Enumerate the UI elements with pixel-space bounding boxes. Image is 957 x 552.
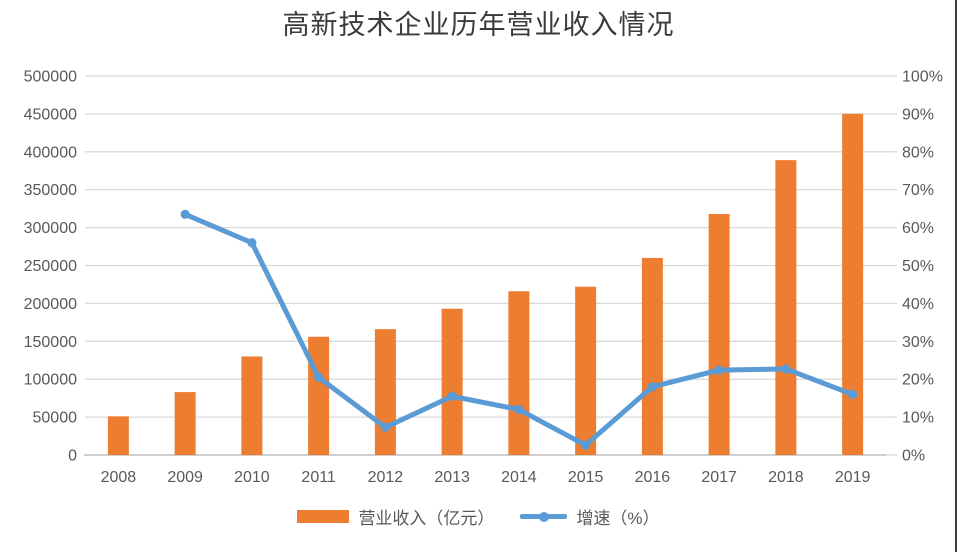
growth-point-2015 bbox=[581, 440, 591, 450]
right-axis-tick-label: 0% bbox=[902, 448, 925, 465]
chart-legend: 营业收入（亿元） 增速（%） bbox=[0, 504, 957, 529]
legend-label-growth: 增速（%） bbox=[576, 509, 660, 528]
growth-line-swatch-icon bbox=[520, 511, 568, 522]
left-axis-tick-label: 200000 bbox=[24, 296, 77, 313]
revenue-bar-2014 bbox=[508, 291, 530, 455]
left-axis-tick-label: 400000 bbox=[24, 144, 77, 161]
x-axis-label-2014: 2014 bbox=[501, 469, 537, 486]
revenue-bar-2013 bbox=[441, 308, 463, 455]
x-axis-label-2012: 2012 bbox=[368, 469, 404, 486]
right-axis-tick-label: 10% bbox=[902, 410, 934, 427]
left-axis-tick-label: 500000 bbox=[24, 69, 77, 86]
right-axis-tick-label: 40% bbox=[902, 296, 934, 313]
revenue-bar-2008 bbox=[107, 416, 129, 455]
revenue-bar-2016 bbox=[641, 257, 663, 455]
right-axis-tick-label: 30% bbox=[902, 334, 934, 351]
revenue-bar-2011 bbox=[308, 336, 330, 455]
growth-line-marker-icon bbox=[538, 511, 549, 522]
window-right-border bbox=[955, 0, 957, 552]
x-axis-label-2017: 2017 bbox=[701, 469, 737, 486]
x-axis-label-2009: 2009 bbox=[167, 469, 203, 486]
x-axis-label-2016: 2016 bbox=[635, 469, 671, 486]
x-axis-label-2010: 2010 bbox=[234, 469, 270, 486]
legend-item-growth: 增速（%） bbox=[520, 504, 660, 529]
growth-point-2019 bbox=[848, 389, 858, 399]
legend-item-revenue: 营业收入（亿元） bbox=[297, 504, 494, 529]
growth-point-2014 bbox=[514, 404, 524, 415]
growth-point-2018 bbox=[781, 364, 791, 374]
x-axis-label-2013: 2013 bbox=[434, 469, 470, 486]
growth-point-2017 bbox=[714, 365, 724, 375]
right-axis-tick-label: 20% bbox=[902, 372, 934, 389]
x-axis-label-2011: 2011 bbox=[301, 469, 336, 486]
left-axis-tick-label: 450000 bbox=[24, 106, 77, 123]
right-axis-tick-label: 70% bbox=[902, 182, 934, 199]
x-axis-label-2008: 2008 bbox=[101, 469, 137, 486]
right-axis-tick-label: 90% bbox=[902, 106, 934, 123]
right-axis-tick-label: 50% bbox=[902, 258, 934, 275]
revenue-bar-swatch-icon bbox=[297, 510, 350, 523]
growth-point-2013 bbox=[447, 391, 457, 401]
chart-title: 高新技术企业历年营业收入情况 bbox=[282, 10, 675, 41]
left-axis-tick-label: 50000 bbox=[33, 410, 78, 427]
left-axis-tick-label: 350000 bbox=[24, 182, 77, 199]
revenue-bar-2009 bbox=[174, 392, 196, 455]
growth-point-2011 bbox=[314, 372, 324, 382]
revenue-bar-2015 bbox=[575, 286, 597, 455]
x-axis-label-2018: 2018 bbox=[768, 469, 804, 486]
left-axis-tick-label: 150000 bbox=[24, 334, 77, 351]
left-axis-tick-label: 0 bbox=[68, 448, 77, 465]
left-axis-tick-label: 300000 bbox=[24, 220, 77, 237]
right-axis-tick-label: 60% bbox=[902, 220, 934, 237]
left-axis-tick-label: 250000 bbox=[24, 258, 77, 275]
revenue-bar-2018 bbox=[775, 160, 797, 455]
growth-point-2012 bbox=[380, 422, 390, 432]
x-axis-label-2019: 2019 bbox=[835, 469, 871, 486]
growth-point-2016 bbox=[647, 382, 657, 392]
legend-label-revenue: 营业收入（亿元） bbox=[358, 509, 495, 528]
growth-point-2010 bbox=[247, 238, 257, 248]
revenue-bar-2010 bbox=[241, 356, 263, 455]
revenue-bar-2012 bbox=[374, 329, 396, 455]
growth-point-2009 bbox=[180, 209, 190, 219]
right-axis-tick-label: 100% bbox=[902, 69, 943, 86]
left-axis-tick-label: 100000 bbox=[24, 372, 77, 389]
revenue-bar-2017 bbox=[708, 213, 730, 455]
x-axis-label-2015: 2015 bbox=[568, 469, 604, 486]
right-axis-tick-label: 80% bbox=[902, 144, 934, 161]
revenue-bar-2019 bbox=[842, 113, 864, 456]
